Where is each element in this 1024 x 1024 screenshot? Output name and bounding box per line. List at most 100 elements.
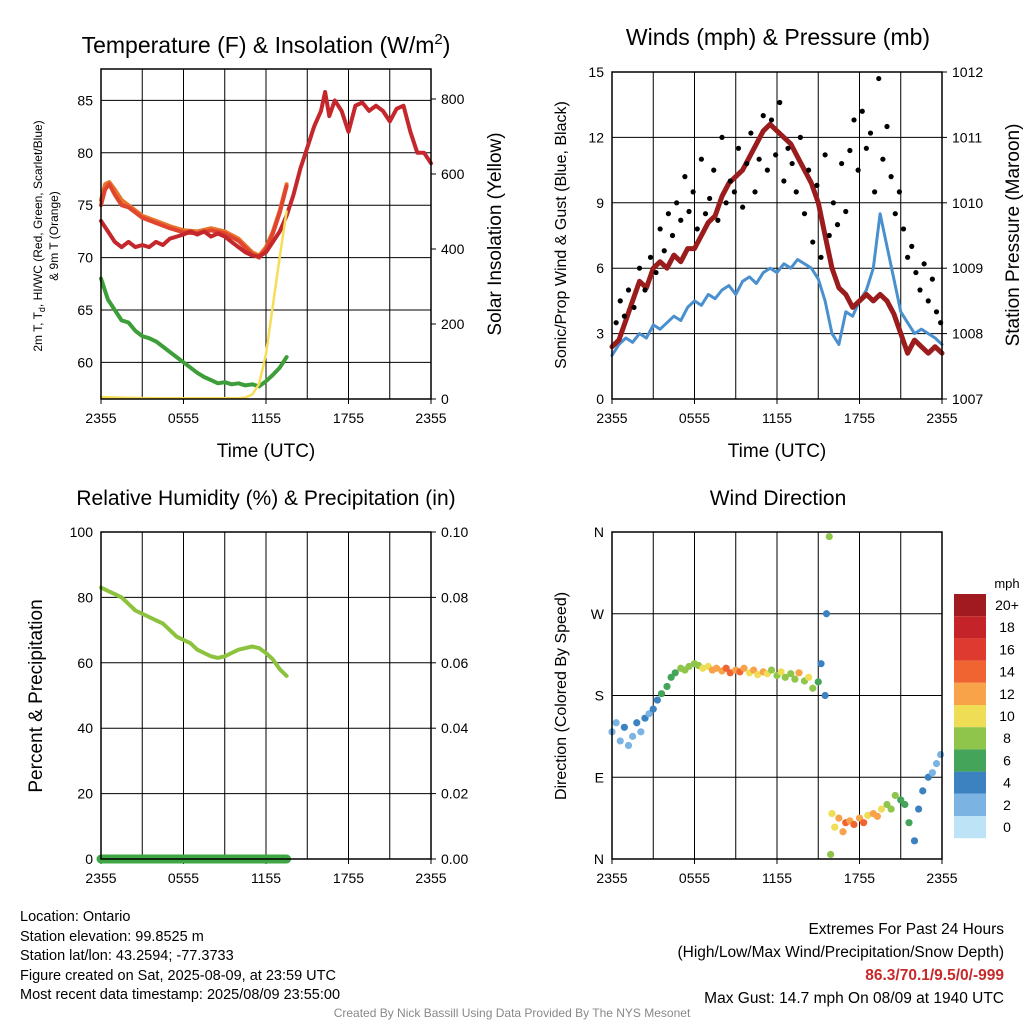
direction-point	[809, 684, 817, 692]
extremes-title: Extremes For Past 24 Hours	[808, 921, 1004, 938]
direction-point	[937, 750, 945, 759]
wind-y2-tick-label: 1011	[952, 129, 982, 145]
rh-y2-tick-label: 0.00	[441, 851, 468, 867]
direction-point	[699, 664, 707, 672]
direction-point	[835, 814, 843, 822]
rh-x-tick-label: 0555	[168, 870, 199, 886]
wind-x-tick-label: 2355	[926, 410, 957, 426]
dir-title: Wind Direction	[710, 487, 847, 510]
direction-point	[685, 662, 693, 671]
direction-point	[877, 805, 886, 813]
rh-title: Relative Humidity (%) & Precipitation (i…	[76, 487, 455, 510]
gust-point	[694, 226, 700, 232]
extremes-values: 86.3/70.1/9.5/0/-999	[865, 967, 1004, 984]
gust-point	[905, 254, 911, 260]
wind-speed-line	[610, 212, 944, 357]
temp-y2-tick-label: 800	[441, 91, 465, 107]
gust-point	[843, 208, 849, 215]
gust-point	[921, 261, 927, 267]
temp-x-tick-label: 1155	[251, 410, 281, 426]
gust-point	[719, 134, 725, 140]
rh-x-tick-label: 2355	[85, 870, 116, 886]
dir-y-tick-label: W	[591, 606, 605, 622]
temp-ylabel: 2m T, Td, HI/WC (Red, Green, Scarlet/Blu…	[31, 120, 47, 351]
pressure-line	[609, 121, 945, 356]
wind-ylabel: Sonic/Prop Wind & Gust (Blue, Black)	[553, 101, 570, 369]
gust-point	[642, 287, 648, 293]
direction-point	[777, 668, 785, 676]
gust-point	[867, 130, 874, 136]
dir-ylabel: Direction (Colored By Speed)	[553, 592, 570, 800]
direction-point	[860, 819, 868, 827]
direction-point	[805, 673, 813, 681]
temp-ylabel-line2: & 9m T (Orange)	[47, 191, 61, 281]
wind-y2-tick-label: 1009	[952, 260, 983, 276]
gust-point	[764, 167, 770, 173]
dir-x-tick-label: 2355	[596, 870, 627, 886]
gust-point	[892, 211, 898, 217]
direction-point	[740, 664, 748, 672]
wind-x-tick-label: 0555	[679, 410, 710, 426]
temp-y2-tick-label: 200	[441, 316, 465, 332]
direction-point	[891, 791, 899, 800]
wind-y-tick-label: 6	[596, 260, 604, 276]
wind-y2-tick-label: 1007	[952, 391, 983, 407]
wind-y2-tick-label: 1012	[952, 64, 983, 80]
direction-point	[828, 809, 836, 818]
legend-swatch	[954, 771, 986, 794]
rh-x-tick-label: 2355	[415, 870, 446, 886]
gust-point	[851, 117, 857, 123]
direction-point	[712, 664, 721, 672]
wind-x-tick-label: 1755	[844, 410, 875, 426]
temp-x-tick-label: 0555	[168, 410, 199, 426]
direction-point	[781, 673, 789, 681]
temp-x-tick-label: 2355	[415, 410, 446, 426]
rh-y-tick-label: 60	[77, 655, 93, 671]
credit-text: Created By Nick Bassill Using Data Provi…	[333, 1006, 691, 1020]
gust-point	[711, 167, 717, 173]
legend-label: 18	[999, 619, 1015, 635]
legend-label: 20+	[995, 597, 1019, 613]
wind-y2-tick-label: 1010	[952, 195, 983, 211]
direction-point	[932, 760, 941, 768]
direction-point	[616, 737, 624, 745]
temp-series-1	[99, 182, 289, 260]
gust-point	[682, 174, 688, 180]
gust-point	[625, 287, 632, 293]
direction-point	[822, 610, 831, 618]
wind-x-tick-label: 2355	[596, 410, 627, 426]
direction-point	[754, 671, 762, 679]
temp-y-tick-label: 65	[77, 302, 93, 318]
max-gust-text: Max Gust: 14.7 mph On 08/09 at 1940 UTC	[704, 990, 1004, 1007]
gust-point	[876, 75, 882, 82]
gust-point	[888, 174, 894, 180]
direction-point	[629, 732, 637, 740]
direction-point	[825, 532, 833, 541]
wind-y-tick-label: 3	[596, 326, 604, 342]
dir-y-tick-label: E	[595, 769, 604, 785]
legend-swatch	[954, 660, 986, 683]
gust-point	[727, 178, 733, 184]
legend-swatch	[954, 816, 986, 839]
direction-point	[657, 690, 666, 698]
temp-title: Temperature (F) & Insolation (W/m2)	[82, 31, 451, 58]
wind-ylabel2: Station Pressure (Maroon)	[1003, 124, 1024, 347]
direction-point	[787, 670, 795, 678]
gust-point	[707, 195, 713, 202]
gust-point	[777, 99, 783, 106]
gust-point	[797, 134, 803, 140]
rh-y2-tick-label: 0.04	[441, 720, 468, 736]
gust-point	[900, 226, 907, 232]
gust-point	[872, 189, 878, 195]
legend-swatch	[954, 638, 986, 661]
temp-y2-tick-label: 400	[441, 241, 465, 257]
direction-point	[726, 669, 734, 677]
gust-point	[773, 152, 779, 158]
legend-swatch	[954, 727, 986, 750]
direction-point	[915, 805, 923, 813]
gust-point	[913, 269, 919, 276]
rh-frame	[100, 531, 432, 860]
extremes-subtitle: (High/Low/Max Wind/Precipitation/Snow De…	[677, 944, 1005, 961]
direction-point	[850, 820, 858, 829]
temp-y2-tick-label: 0	[441, 391, 449, 407]
